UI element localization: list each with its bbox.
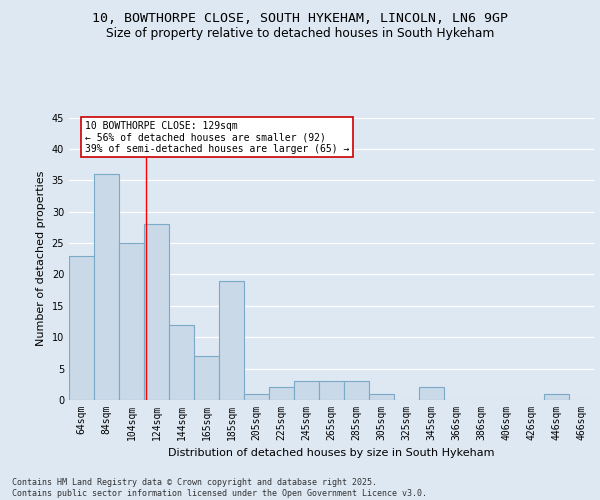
- Bar: [369, 394, 394, 400]
- Bar: [544, 394, 569, 400]
- Y-axis label: Number of detached properties: Number of detached properties: [36, 171, 46, 346]
- Bar: [119, 243, 144, 400]
- Text: Size of property relative to detached houses in South Hykeham: Size of property relative to detached ho…: [106, 28, 494, 40]
- Text: Contains HM Land Registry data © Crown copyright and database right 2025.
Contai: Contains HM Land Registry data © Crown c…: [12, 478, 427, 498]
- Bar: [344, 381, 369, 400]
- Bar: [269, 388, 294, 400]
- Bar: [319, 381, 344, 400]
- Bar: [69, 256, 94, 400]
- Bar: [144, 224, 169, 400]
- Bar: [419, 388, 444, 400]
- Bar: [244, 394, 269, 400]
- Text: 10, BOWTHORPE CLOSE, SOUTH HYKEHAM, LINCOLN, LN6 9GP: 10, BOWTHORPE CLOSE, SOUTH HYKEHAM, LINC…: [92, 12, 508, 26]
- Text: 10 BOWTHORPE CLOSE: 129sqm
← 56% of detached houses are smaller (92)
39% of semi: 10 BOWTHORPE CLOSE: 129sqm ← 56% of deta…: [85, 120, 349, 154]
- Bar: [219, 280, 244, 400]
- Bar: [294, 381, 319, 400]
- Bar: [169, 324, 194, 400]
- X-axis label: Distribution of detached houses by size in South Hykeham: Distribution of detached houses by size …: [168, 448, 495, 458]
- Bar: [94, 174, 119, 400]
- Bar: [194, 356, 219, 400]
